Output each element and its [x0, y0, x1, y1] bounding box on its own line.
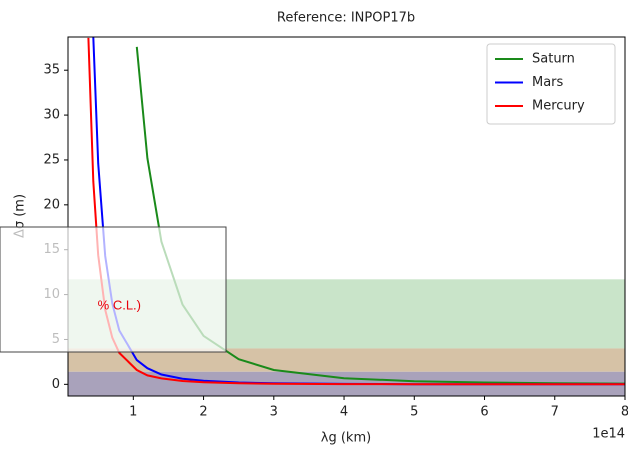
y-tick-label: 30 [43, 108, 60, 123]
x-tick-label: 3 [270, 405, 278, 420]
y-tick-label: 0 [52, 377, 60, 392]
x-offset-text: 1e14 [592, 427, 625, 442]
legend: Saturn Mars Mercury [486, 43, 616, 125]
y-tick-label: 25 [43, 152, 60, 167]
y-tick-label: 20 [43, 197, 60, 212]
chart-title: Reference: INPOP17b [277, 11, 415, 26]
overlay-text: % C.L.) [98, 297, 141, 312]
legend-label: Mercury [532, 99, 585, 114]
legend-label: Mars [532, 75, 564, 90]
x-tick-label: 7 [551, 405, 559, 420]
x-tick-label: 4 [340, 405, 348, 420]
x-tick-label: 2 [199, 405, 207, 420]
overlay-box [0, 226, 227, 353]
plot-frame [67, 36, 626, 397]
x-tick-label: 5 [410, 405, 418, 420]
legend-label: Saturn [532, 52, 575, 67]
x-tick-label: 6 [480, 405, 488, 420]
legend-box [486, 43, 616, 125]
x-tick-label: 1 [129, 405, 137, 420]
x-axis-label: λg (km) [321, 431, 371, 446]
x-tick-label: 8 [621, 405, 628, 420]
y-tick-label: 35 [43, 63, 60, 78]
confidence-band [68, 348, 625, 372]
